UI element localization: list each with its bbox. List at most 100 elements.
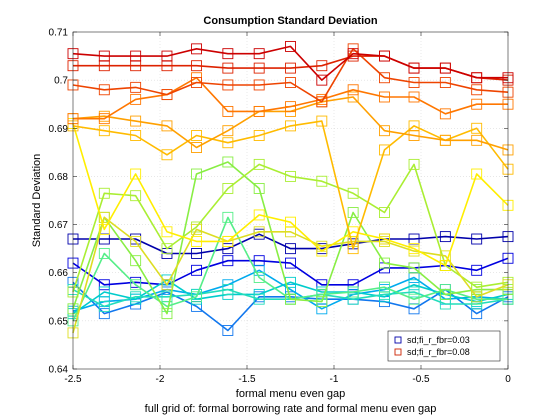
data-point (471, 291, 483, 303)
data-point (439, 77, 451, 89)
data-point (285, 243, 296, 255)
data-point (285, 216, 296, 228)
plot-area (73, 32, 508, 369)
data-point (222, 325, 234, 336)
data-point (285, 77, 296, 89)
x-tick-label: -2 (156, 374, 165, 385)
data-point (285, 120, 296, 132)
data-point (98, 223, 110, 235)
data-point (222, 235, 234, 247)
data-point (316, 115, 328, 127)
data-point (253, 226, 265, 238)
data-point (285, 62, 296, 74)
data-point (191, 291, 202, 303)
data-point (439, 108, 451, 120)
data-point (191, 142, 202, 153)
y-tick-label: 0.7 (54, 76, 68, 87)
data-point (471, 168, 483, 180)
data-point (316, 303, 328, 315)
data-point (347, 207, 359, 218)
y-axis-label: Standard Deviation (31, 154, 43, 248)
legend-marker (394, 348, 402, 356)
y-tick-label: 0.64 (49, 365, 69, 376)
data-point (222, 156, 234, 168)
data-point (347, 286, 359, 298)
data-point (253, 79, 265, 91)
data-point (98, 286, 110, 298)
data-point (222, 255, 234, 267)
x-axis-label: formal menu even gap (236, 388, 345, 400)
data-point (408, 91, 420, 103)
series-line (72, 163, 509, 293)
data-point (161, 308, 173, 320)
data-point (379, 281, 390, 293)
data-point (98, 113, 110, 125)
series-line (72, 257, 509, 286)
data-point (379, 72, 390, 84)
series-line (72, 216, 509, 334)
legend-marker (394, 336, 402, 344)
data-point (408, 279, 420, 291)
x-tick-label: -1.5 (238, 374, 256, 385)
data-point (316, 296, 328, 308)
data-point (191, 264, 202, 276)
data-point (253, 105, 265, 117)
data-point (379, 233, 390, 245)
data-point (285, 293, 296, 305)
data-point (191, 248, 202, 259)
data-point (379, 144, 390, 156)
data-point (191, 235, 202, 247)
data-point (379, 207, 390, 218)
data-point (130, 130, 142, 141)
data-point (471, 72, 483, 84)
data-point (222, 211, 234, 223)
data-point (191, 168, 202, 180)
data-point (379, 125, 390, 137)
data-point (98, 211, 110, 223)
x-tick-label: 0 (505, 374, 511, 385)
data-point (222, 62, 234, 74)
legend-box (387, 330, 501, 362)
data-point (408, 62, 420, 74)
axis-ticks: -2.5 -2 -1.5 -1 -0.5 0 0.64 0.65 0.66 0.67 0.68 0.6… (49, 28, 512, 386)
data-point (98, 187, 110, 199)
legend-label: sd;fi_r_fbr=0.03 (407, 335, 470, 345)
data-point (285, 170, 296, 182)
data-point (222, 284, 234, 296)
legend-label: sd;fi_r_fbr=0.08 (407, 347, 470, 357)
data-point (161, 50, 173, 62)
data-point (98, 50, 110, 62)
series-layer (67, 40, 514, 339)
data-point (98, 279, 110, 291)
data-point (222, 79, 234, 91)
data-point (471, 264, 483, 276)
figure-caption: full grid of: formal borrowing rate and … (145, 403, 437, 415)
data-point (471, 84, 483, 96)
y-tick-label: 0.71 (49, 28, 69, 39)
data-point (253, 264, 265, 276)
data-point (253, 158, 265, 170)
series-line (72, 47, 509, 103)
data-point (285, 40, 296, 52)
data-point (130, 168, 142, 180)
data-point (347, 48, 359, 60)
plot-frame (72, 31, 509, 370)
data-point (408, 286, 420, 298)
data-point (379, 288, 390, 300)
data-point (98, 125, 110, 137)
x-tick-label: -2.5 (64, 374, 82, 385)
data-point (161, 149, 173, 161)
x-tick-label: -0.5 (412, 374, 430, 385)
chart-title: Consumption Standard Deviation (203, 15, 377, 27)
data-point (222, 125, 234, 137)
data-point (130, 279, 142, 291)
data-point (408, 293, 420, 305)
data-point (191, 130, 202, 141)
data-point (439, 134, 451, 146)
data-point (161, 120, 173, 132)
data-point (253, 62, 265, 74)
data-point (471, 134, 483, 146)
data-point (439, 62, 451, 74)
data-point (98, 308, 110, 320)
data-point (253, 209, 265, 221)
